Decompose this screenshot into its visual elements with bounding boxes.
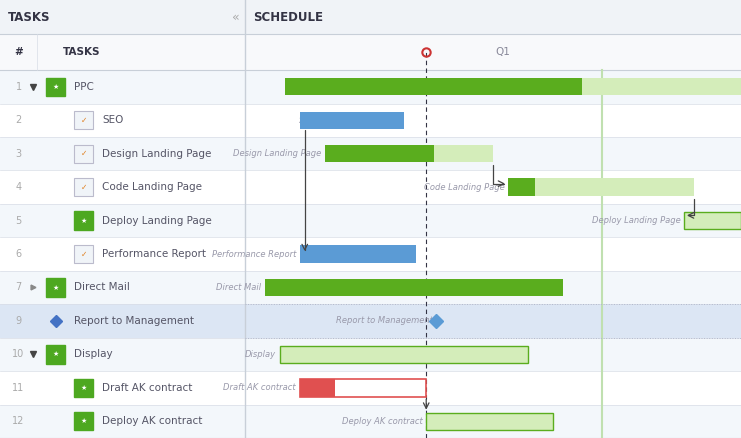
Bar xyxy=(582,78,741,95)
Text: ✓: ✓ xyxy=(81,183,87,192)
Text: 3: 3 xyxy=(16,148,21,159)
Text: 2: 2 xyxy=(16,115,21,125)
Bar xyxy=(0,304,741,338)
Bar xyxy=(300,112,404,129)
Bar xyxy=(300,245,416,263)
Text: Direct Mail: Direct Mail xyxy=(74,283,130,293)
Text: Draft AK contract: Draft AK contract xyxy=(224,383,296,392)
Text: 9: 9 xyxy=(16,316,21,326)
Bar xyxy=(0,103,741,137)
Bar xyxy=(300,379,426,396)
Bar xyxy=(433,145,494,162)
Text: #: # xyxy=(14,47,23,57)
Text: ★: ★ xyxy=(81,418,87,424)
Text: Design Landing Page: Design Landing Page xyxy=(233,149,321,158)
Text: 4: 4 xyxy=(16,182,21,192)
Bar xyxy=(285,78,582,95)
FancyBboxPatch shape xyxy=(74,178,93,196)
Text: TASKS: TASKS xyxy=(63,47,101,57)
Text: ★: ★ xyxy=(81,385,87,391)
Text: 6: 6 xyxy=(16,249,21,259)
Text: Display: Display xyxy=(245,350,276,359)
Text: ★: ★ xyxy=(53,84,59,90)
Bar xyxy=(426,413,553,430)
Bar xyxy=(535,178,694,196)
Text: PPC: PPC xyxy=(74,82,94,92)
Bar xyxy=(0,371,741,405)
Bar xyxy=(508,178,535,196)
FancyBboxPatch shape xyxy=(46,345,65,364)
FancyBboxPatch shape xyxy=(74,245,93,263)
Text: Deploy AK contract: Deploy AK contract xyxy=(102,416,202,426)
Text: ★: ★ xyxy=(81,218,87,223)
Text: SEO: SEO xyxy=(102,115,124,125)
Bar xyxy=(0,170,741,204)
Text: 7: 7 xyxy=(16,283,21,293)
Text: ✓: ✓ xyxy=(81,250,87,258)
Text: Deploy Landing Page: Deploy Landing Page xyxy=(591,216,680,225)
FancyBboxPatch shape xyxy=(74,212,93,230)
Text: Deploy AK contract: Deploy AK contract xyxy=(342,417,422,426)
Bar xyxy=(325,145,433,162)
Text: Performance Report: Performance Report xyxy=(102,249,206,259)
Text: Code Landing Page: Code Landing Page xyxy=(424,183,505,192)
Text: ★: ★ xyxy=(53,351,59,357)
Text: Deploy Landing Page: Deploy Landing Page xyxy=(102,215,212,226)
Text: TASKS: TASKS xyxy=(7,11,50,24)
Bar xyxy=(265,279,562,296)
Text: Code Landing Page: Code Landing Page xyxy=(102,182,202,192)
Bar xyxy=(0,0,741,34)
Bar xyxy=(280,346,528,363)
Bar xyxy=(684,212,741,229)
Bar xyxy=(0,34,741,70)
Text: Report to Management: Report to Management xyxy=(336,316,433,325)
Text: 11: 11 xyxy=(13,383,24,393)
FancyBboxPatch shape xyxy=(74,412,93,431)
Text: Direct Mail: Direct Mail xyxy=(216,283,262,292)
Text: Design Landing Page: Design Landing Page xyxy=(102,148,212,159)
Bar xyxy=(0,137,741,170)
Text: SCHEDULE: SCHEDULE xyxy=(253,11,322,24)
Text: 1: 1 xyxy=(16,82,21,92)
FancyBboxPatch shape xyxy=(74,145,93,163)
Text: «: « xyxy=(232,11,239,24)
Bar xyxy=(0,338,741,371)
Text: Q1: Q1 xyxy=(496,47,511,57)
Text: SEO: SEO xyxy=(299,116,316,125)
Text: Display: Display xyxy=(74,350,113,360)
Bar xyxy=(0,204,741,237)
Text: PPC: PPC xyxy=(285,82,301,91)
FancyBboxPatch shape xyxy=(46,278,65,297)
Text: ✓: ✓ xyxy=(81,149,87,158)
Text: 10: 10 xyxy=(13,350,24,360)
Bar xyxy=(0,70,741,103)
FancyBboxPatch shape xyxy=(74,111,93,130)
Text: Performance Report: Performance Report xyxy=(212,250,296,258)
Bar xyxy=(0,237,741,271)
Bar xyxy=(0,271,741,304)
Text: 12: 12 xyxy=(13,416,24,426)
FancyBboxPatch shape xyxy=(46,78,65,96)
Text: ★: ★ xyxy=(53,285,59,290)
Text: Report to Management: Report to Management xyxy=(74,316,194,326)
Text: 5: 5 xyxy=(16,215,21,226)
Text: Draft AK contract: Draft AK contract xyxy=(102,383,193,393)
FancyBboxPatch shape xyxy=(74,378,93,397)
Bar xyxy=(0,405,741,438)
Text: ✓: ✓ xyxy=(81,116,87,125)
Bar xyxy=(300,379,335,396)
